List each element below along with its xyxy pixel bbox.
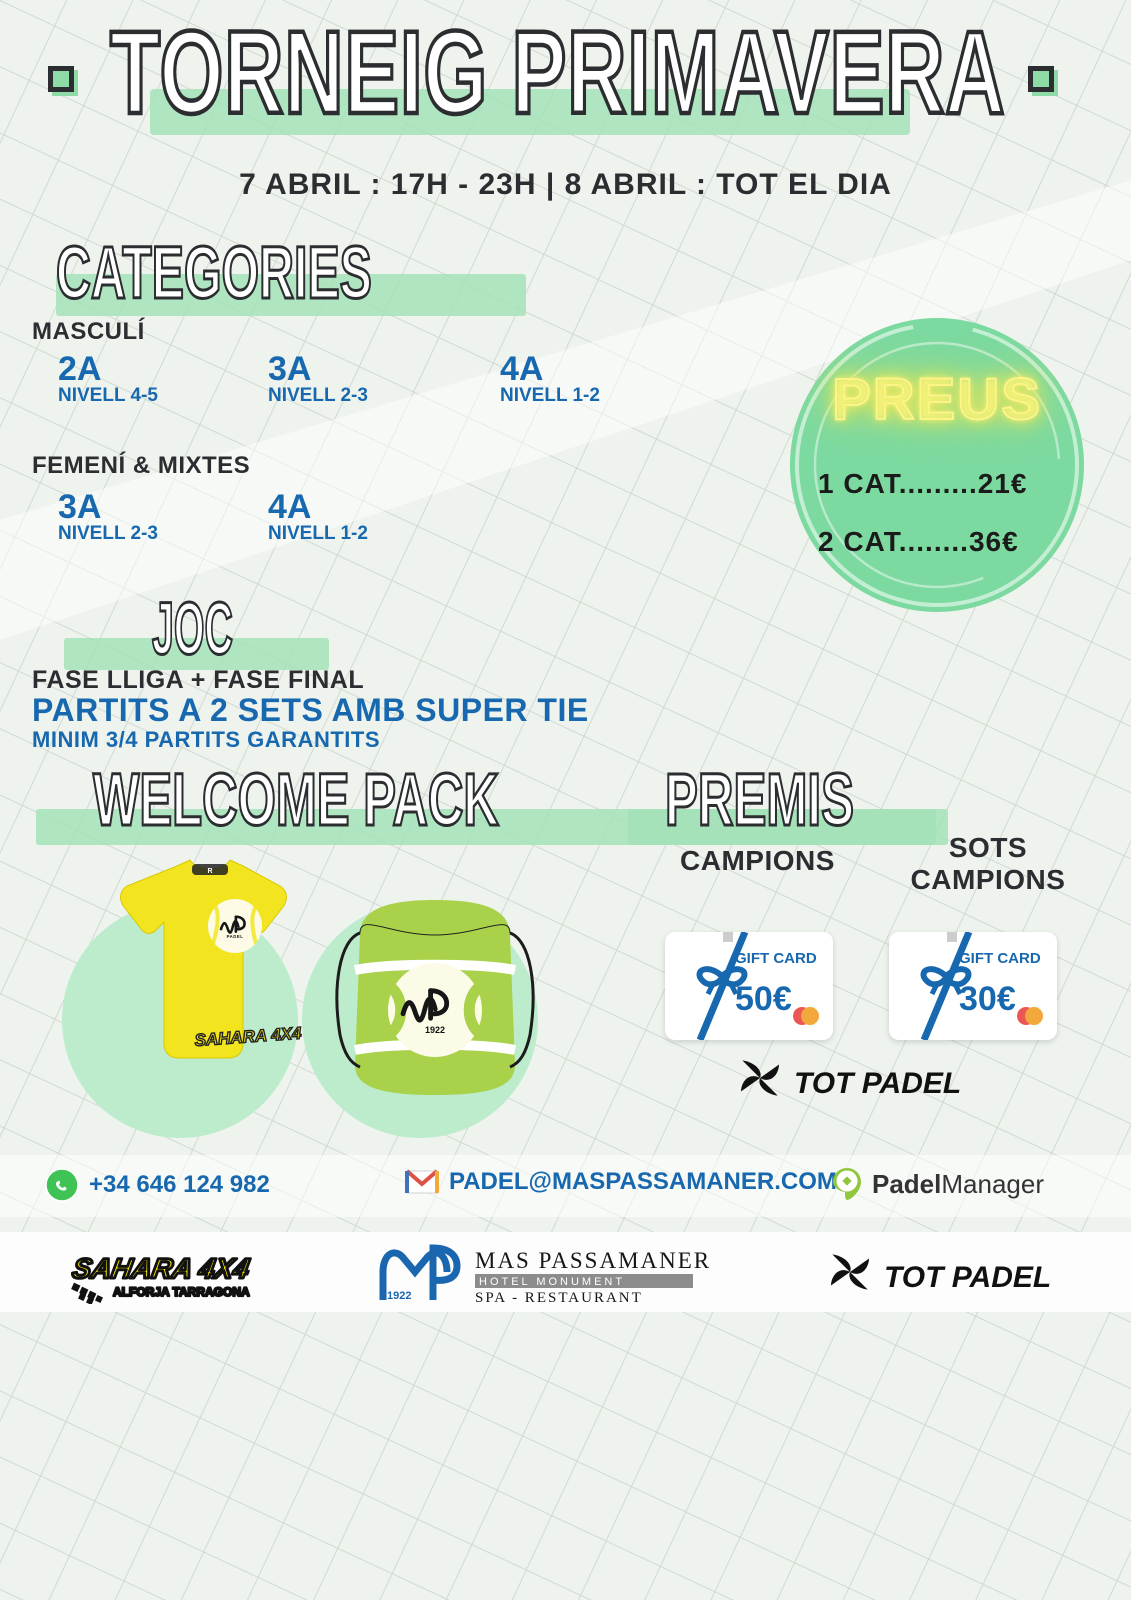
svg-text:HOTEL MONUMENT: HOTEL MONUMENT [479,1276,625,1288]
svg-text:R: R [207,868,212,875]
svg-text:MAS PASSAMANER: MAS PASSAMANER [475,1248,711,1273]
svg-text:SPA - RESTAURANT: SPA - RESTAURANT [475,1290,643,1306]
svg-text:TOT PADEL: TOT PADEL [794,1067,961,1100]
svg-text:ALFORJA TARRAGONA: ALFORJA TARRAGONA [113,1285,250,1299]
svg-text:PADEL: PADEL [227,934,244,939]
svg-text:1922: 1922 [387,1290,411,1302]
svg-text:TOT PADEL: TOT PADEL [884,1261,1051,1294]
svg-text:1922: 1922 [425,1025,445,1035]
svg-text:SAHARA 4X4: SAHARA 4X4 [70,1252,252,1284]
